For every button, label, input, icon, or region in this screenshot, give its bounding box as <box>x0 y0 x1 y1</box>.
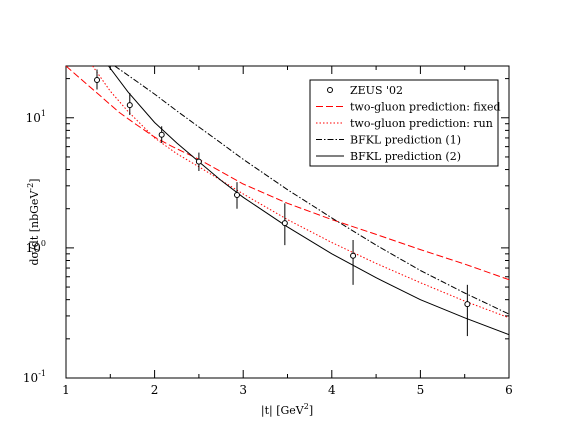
data-marker <box>281 220 288 227</box>
y-tick-label: 10-1 <box>23 369 46 385</box>
data-point <box>94 69 101 90</box>
data-marker <box>126 102 133 109</box>
data-point <box>126 93 133 116</box>
data-marker <box>195 158 202 165</box>
data-point <box>195 152 202 171</box>
data-point <box>281 203 288 246</box>
legend-label: two-gluon prediction: fixed <box>350 101 501 114</box>
data-marker <box>233 191 240 198</box>
data-point <box>350 239 357 285</box>
x-tick-label: 2 <box>151 383 159 397</box>
legend: ZEUS '02 two-gluon prediction: fixed two-g… <box>309 79 501 167</box>
y-tick-label: 100 <box>26 239 46 255</box>
y-axis-label: dσ/dt [nbGeV-2] <box>26 179 41 266</box>
x-tick-label: 1 <box>62 383 70 397</box>
data-marker <box>464 301 471 308</box>
legend-entry: BFKL prediction (2) <box>316 150 461 163</box>
x-tick-label: 3 <box>239 383 247 397</box>
series-line-two-gluon-prediction-run <box>92 66 509 319</box>
x-tick-label: 4 <box>328 383 336 397</box>
legend-marker <box>327 87 333 93</box>
x-axis: 1 2 3 4 5 6 <box>62 66 513 397</box>
legend-entry: two-gluon prediction: run <box>316 117 493 130</box>
legend-label: BFKL prediction (2) <box>350 150 461 163</box>
legend-label: two-gluon prediction: run <box>350 117 493 130</box>
legend-entry: BFKL prediction (1) <box>316 134 461 147</box>
x-axis-label: |t| [GeV2] <box>261 402 313 418</box>
y-tick-label: 101 <box>26 109 46 125</box>
data-points <box>94 69 471 337</box>
data-marker <box>158 131 165 138</box>
legend-entry: ZEUS '02 <box>327 84 403 97</box>
x-tick-label: 6 <box>505 383 513 397</box>
series-line-bfkl-prediction-2- <box>108 66 509 336</box>
data-marker <box>350 252 357 259</box>
x-tick-label: 5 <box>417 383 425 397</box>
data-marker <box>94 77 101 84</box>
legend-label: ZEUS '02 <box>350 84 403 97</box>
data-point <box>464 284 471 337</box>
data-point <box>233 182 240 209</box>
data-point <box>158 126 165 143</box>
legend-label: BFKL prediction (1) <box>350 134 461 147</box>
y-axis: 10-1 100 101 <box>23 78 509 385</box>
legend-entry: two-gluon prediction: fixed <box>316 101 501 114</box>
series-line-bfkl-prediction-1- <box>114 66 509 315</box>
